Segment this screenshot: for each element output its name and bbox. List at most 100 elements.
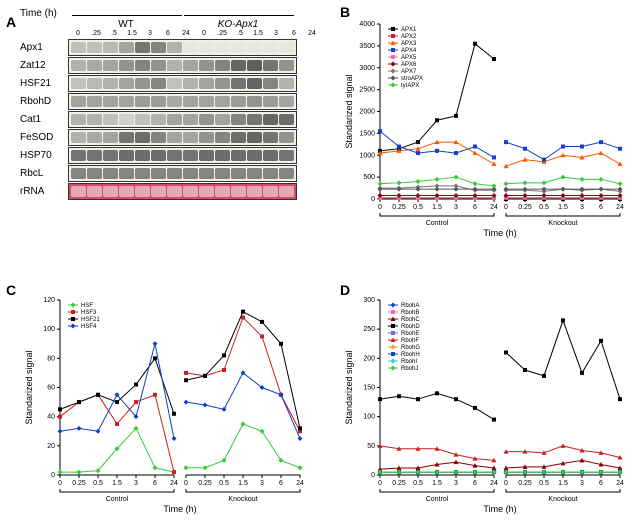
- gel-band: [215, 42, 230, 53]
- gene-label: RbohD: [20, 96, 68, 107]
- svg-text:100: 100: [363, 414, 375, 421]
- gel-band: [167, 168, 182, 179]
- time-point: .25: [214, 30, 230, 37]
- svg-text:0: 0: [504, 480, 508, 487]
- gel-band: [231, 42, 246, 53]
- svg-text:Time (h): Time (h): [483, 228, 516, 238]
- gel-band: [119, 150, 134, 161]
- gel-band: [151, 78, 166, 89]
- svg-text:Time (h): Time (h): [163, 504, 196, 514]
- svg-text:3: 3: [260, 480, 264, 487]
- svg-text:Standarized signal: Standarized signal: [344, 350, 354, 424]
- svg-text:Control: Control: [426, 496, 449, 503]
- time-point: 6: [286, 30, 302, 37]
- gene-label: FeSOD: [20, 132, 68, 143]
- svg-text:HSF4: HSF4: [81, 324, 97, 330]
- svg-text:Knockout: Knockout: [548, 220, 577, 227]
- svg-text:6: 6: [153, 480, 157, 487]
- svg-text:6: 6: [473, 480, 477, 487]
- panel-a: Time (h) WT KO-Apx1 0.25.51.536240.25.51…: [20, 8, 320, 201]
- gel-band: [247, 78, 262, 89]
- gel-band: [135, 78, 150, 89]
- gel-band: [231, 132, 246, 143]
- svg-text:24: 24: [616, 204, 624, 211]
- svg-text:6: 6: [473, 204, 477, 211]
- time-point: .5: [232, 30, 248, 37]
- gel-lanes: [68, 93, 297, 110]
- gel-band: [183, 96, 198, 107]
- gel-band: [263, 96, 278, 107]
- gel-band: [263, 78, 278, 89]
- svg-text:0: 0: [58, 480, 62, 487]
- gene-label: HSP70: [20, 150, 68, 161]
- gel-band: [215, 60, 230, 71]
- svg-text:RbohJ: RbohJ: [401, 366, 418, 372]
- gel-band: [119, 60, 134, 71]
- gel-band: [87, 78, 102, 89]
- gel-band: [119, 114, 134, 125]
- gel-lanes: [68, 111, 297, 128]
- gel-band: [167, 96, 182, 107]
- time-point: 6: [160, 30, 176, 37]
- svg-text:24: 24: [296, 480, 304, 487]
- gel-band: [183, 150, 198, 161]
- gel-band: [247, 96, 262, 107]
- svg-text:50: 50: [367, 443, 375, 450]
- svg-text:1.5: 1.5: [432, 480, 442, 487]
- gel-band: [183, 78, 198, 89]
- group-wt: WT: [118, 19, 134, 30]
- gel-lanes: [68, 39, 297, 56]
- gel-band: [215, 186, 230, 197]
- panel-c-chart: 020406080100120Standarized signal00.250.…: [20, 290, 310, 515]
- svg-text:0.5: 0.5: [413, 204, 423, 211]
- svg-text:Control: Control: [426, 220, 449, 227]
- gel-row-cat1: Cat1: [20, 111, 320, 128]
- gel-band: [87, 42, 102, 53]
- gel-band: [103, 186, 118, 197]
- svg-text:0.5: 0.5: [539, 204, 549, 211]
- gel-band: [119, 96, 134, 107]
- svg-text:HSF21: HSF21: [81, 317, 100, 323]
- gel-band: [119, 42, 134, 53]
- gel-band: [151, 114, 166, 125]
- gel-band: [71, 78, 86, 89]
- gel-row-apx1: Apx1: [20, 39, 320, 56]
- svg-text:0: 0: [378, 204, 382, 211]
- gel-band: [87, 168, 102, 179]
- svg-text:40: 40: [47, 414, 55, 421]
- svg-text:0: 0: [51, 472, 55, 479]
- gel-band: [231, 186, 246, 197]
- panel-b-chart: 05001000150020002500300035004000Standari…: [340, 14, 630, 239]
- gel-band: [151, 42, 166, 53]
- gel-band: [71, 42, 86, 53]
- gel-band: [263, 150, 278, 161]
- svg-text:0.5: 0.5: [413, 480, 423, 487]
- gel-band: [279, 186, 294, 197]
- gel-band: [119, 186, 134, 197]
- svg-text:0.25: 0.25: [392, 204, 406, 211]
- svg-text:APX4: APX4: [401, 48, 417, 54]
- time-point: 1.5: [124, 30, 140, 37]
- svg-text:0.25: 0.25: [518, 204, 532, 211]
- gel-band: [215, 132, 230, 143]
- gel-band: [231, 96, 246, 107]
- gel-band: [167, 42, 182, 53]
- gel-band: [199, 150, 214, 161]
- gel-row-hsf21: HSF21: [20, 75, 320, 92]
- svg-text:Standarized signal: Standarized signal: [344, 74, 354, 148]
- time-point: .25: [88, 30, 104, 37]
- gel-band: [279, 78, 294, 89]
- svg-text:RbohF: RbohF: [401, 338, 419, 344]
- gel-band: [151, 186, 166, 197]
- gel-band: [247, 60, 262, 71]
- svg-text:3: 3: [454, 480, 458, 487]
- time-point: 1.5: [250, 30, 266, 37]
- svg-text:RbohI: RbohI: [401, 359, 417, 365]
- svg-text:0: 0: [371, 196, 375, 203]
- gel-band: [119, 168, 134, 179]
- gel-band: [279, 42, 294, 53]
- gel-band: [103, 42, 118, 53]
- svg-text:0: 0: [371, 472, 375, 479]
- gel-lanes: [68, 147, 297, 164]
- gene-label: HSF21: [20, 78, 68, 89]
